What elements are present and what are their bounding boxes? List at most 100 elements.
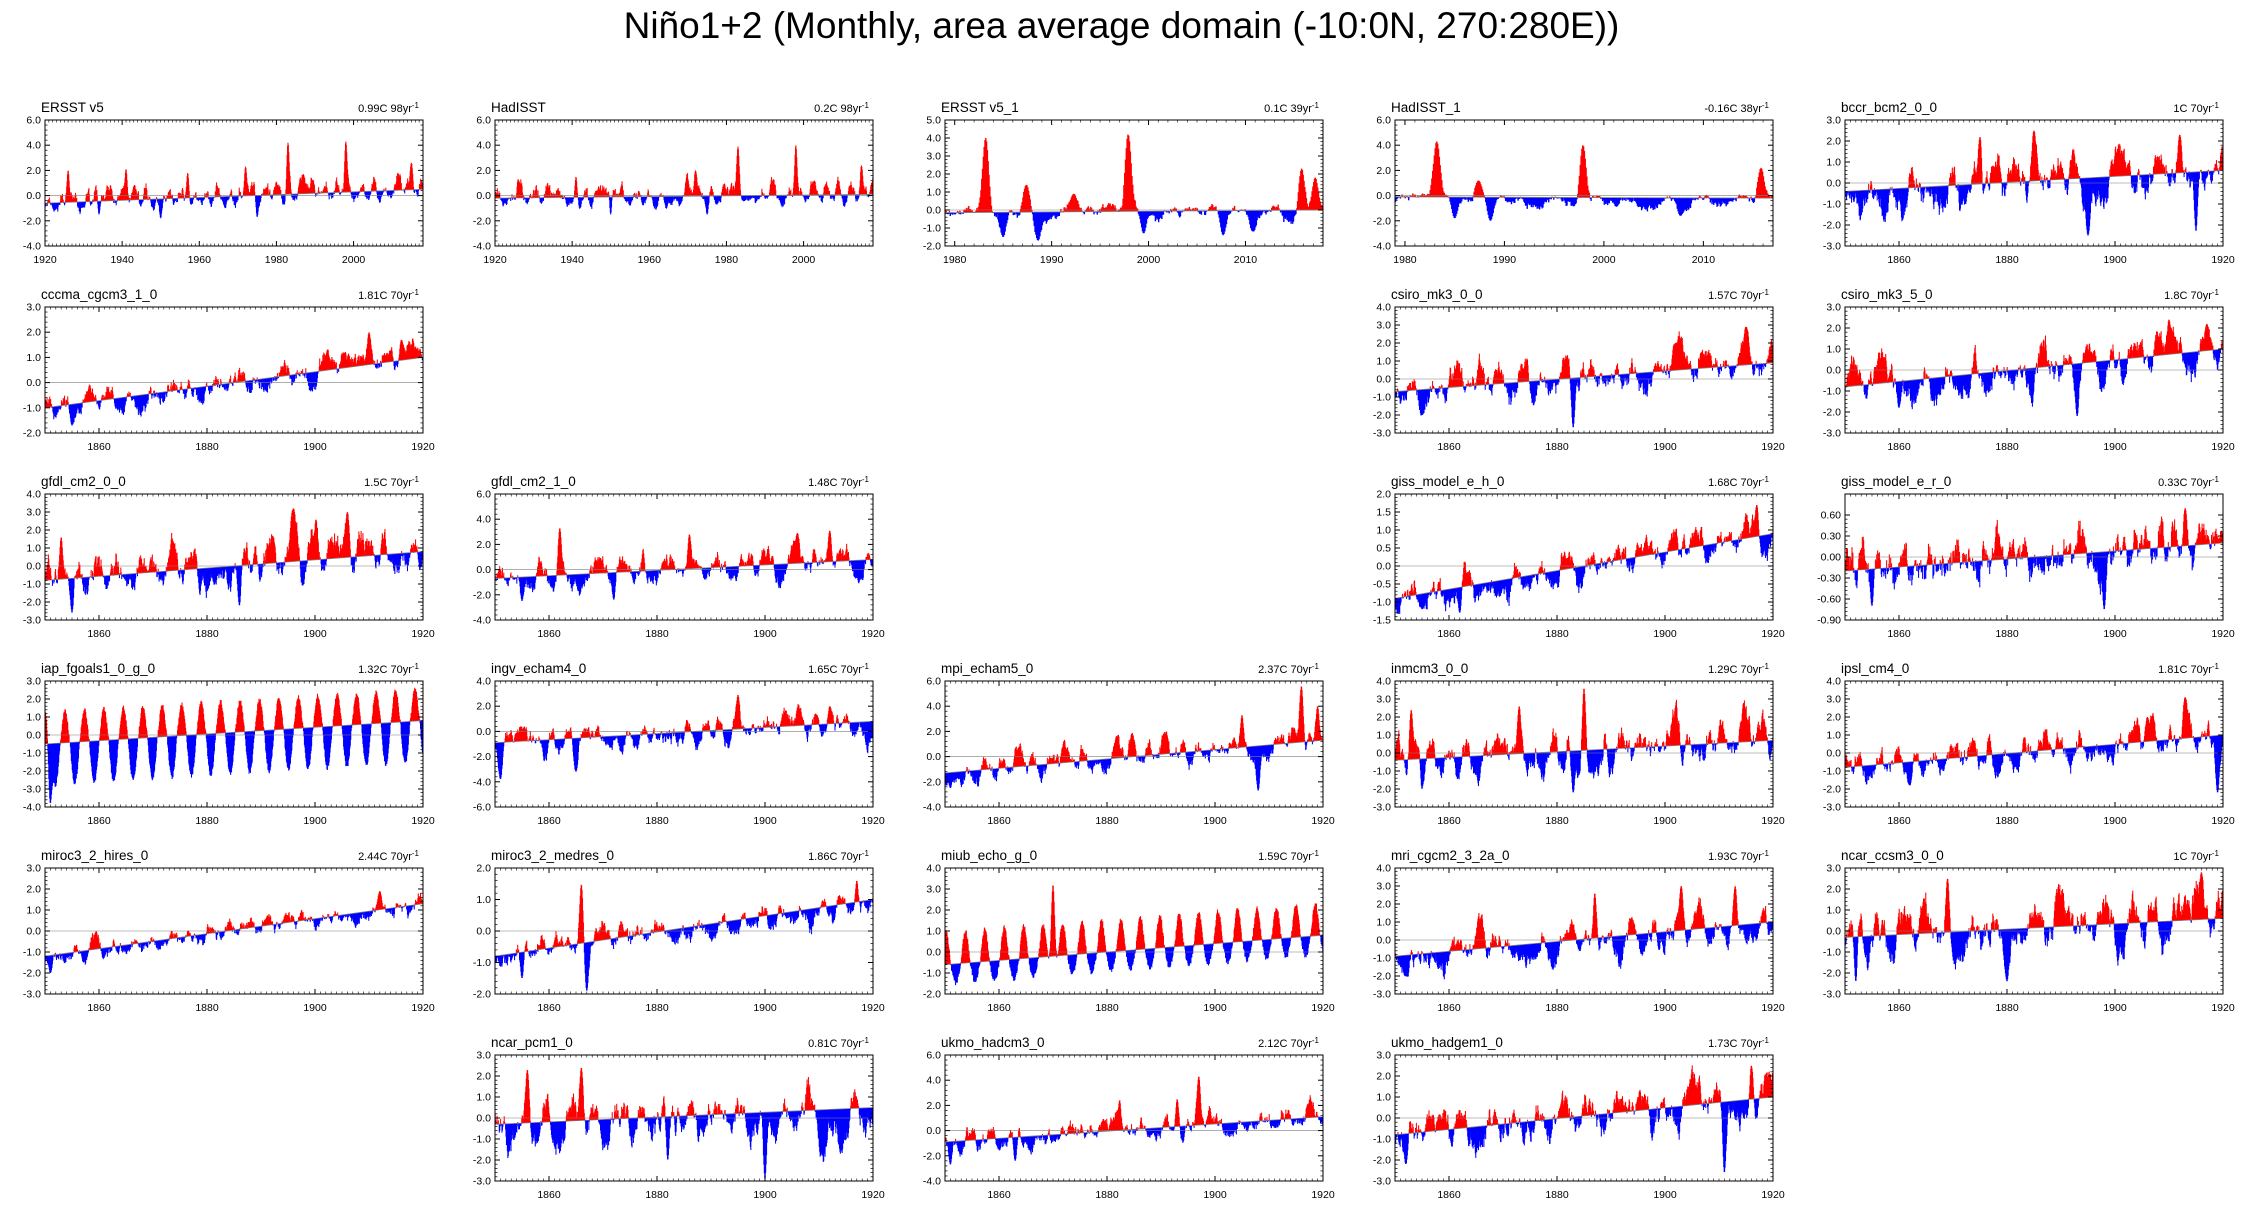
bar — [1321, 205, 1323, 211]
y-tick-label: -2.0 — [1373, 215, 1391, 227]
bar — [1440, 172, 1442, 198]
bar — [977, 209, 979, 213]
bar — [1501, 196, 1504, 198]
x-tick-label: 1880 — [1995, 254, 2019, 266]
bar — [1457, 197, 1460, 207]
bar — [1763, 181, 1766, 199]
bar — [1265, 210, 1267, 215]
bar — [648, 191, 650, 197]
bar — [2161, 158, 2163, 174]
bar — [2217, 168, 2219, 171]
bar — [1727, 197, 1730, 202]
bar — [949, 212, 951, 217]
bar — [1420, 195, 1422, 197]
bar — [1035, 212, 1037, 235]
bar — [1471, 197, 1474, 202]
y-tick-label: 0.0 — [1376, 190, 1391, 202]
bar — [1868, 183, 1870, 191]
bar — [359, 191, 361, 193]
bar — [801, 191, 803, 196]
bar — [1602, 197, 1605, 201]
bar — [1724, 197, 1727, 204]
bar — [1315, 179, 1317, 211]
bar — [1151, 211, 1153, 215]
bar — [171, 194, 173, 199]
bar — [1609, 197, 1611, 201]
bar — [1684, 197, 1687, 210]
bar — [313, 185, 315, 194]
bar — [1422, 195, 1425, 197]
bar — [1140, 211, 1142, 224]
bar — [1448, 197, 1451, 199]
bar — [1478, 180, 1480, 198]
bar — [1606, 197, 1608, 203]
bar — [160, 392, 162, 399]
bar — [1287, 210, 1290, 222]
bar — [1480, 184, 1482, 198]
bar — [1489, 197, 1491, 221]
bar — [808, 194, 810, 197]
plot-frame — [44, 119, 424, 247]
bar — [785, 195, 787, 199]
bar — [1492, 197, 1494, 214]
bar — [174, 384, 176, 391]
bar — [1640, 197, 1643, 211]
bar — [1509, 197, 1512, 202]
bar — [965, 208, 968, 213]
bar — [1301, 170, 1304, 211]
bar — [1509, 197, 1511, 202]
bar — [1532, 197, 1534, 208]
y-tick-label: -4.0 — [23, 241, 41, 253]
bar — [523, 196, 525, 198]
bar — [2183, 172, 2185, 178]
bar — [1031, 212, 1034, 215]
bar — [1543, 197, 1546, 202]
bar — [1625, 197, 1628, 199]
bar — [1504, 197, 1507, 202]
bar — [968, 205, 970, 213]
bar — [1867, 190, 1869, 199]
bar — [1155, 211, 1157, 218]
bar — [1674, 197, 1676, 202]
bar — [2174, 173, 2176, 183]
panel-trend: 0.2C 98yr-1 — [814, 101, 869, 115]
bar — [1766, 190, 1768, 199]
bar — [819, 194, 821, 198]
bar — [1157, 211, 1159, 219]
bar — [775, 189, 777, 196]
bar — [1093, 211, 1095, 215]
bar — [1453, 197, 1455, 219]
bar — [777, 195, 779, 199]
bar — [1474, 187, 1476, 198]
bar — [1320, 204, 1322, 211]
bar — [113, 200, 115, 203]
bar — [587, 195, 589, 198]
bar — [1160, 211, 1162, 219]
bar — [45, 203, 47, 206]
bar — [159, 392, 161, 405]
bar — [960, 212, 962, 215]
bar — [317, 193, 319, 195]
bar — [239, 191, 241, 197]
bar — [1680, 197, 1683, 216]
bar — [1887, 188, 1889, 203]
bar — [2211, 171, 2213, 184]
bar — [2200, 169, 2202, 172]
bar — [1461, 197, 1464, 200]
bar — [1986, 171, 1988, 184]
bar — [67, 402, 69, 405]
bar — [1528, 197, 1530, 203]
bar — [1204, 210, 1207, 216]
bar — [681, 196, 683, 202]
bar — [947, 212, 949, 215]
bar — [1955, 185, 1957, 188]
bar — [1277, 204, 1279, 211]
bar — [1616, 197, 1618, 207]
bar — [787, 194, 789, 196]
bar — [1205, 210, 1207, 212]
bar — [1743, 196, 1746, 199]
bar — [572, 197, 574, 202]
bar — [1456, 197, 1459, 211]
y-tick-label: 6.0 — [26, 115, 41, 127]
bar — [1024, 186, 1027, 213]
